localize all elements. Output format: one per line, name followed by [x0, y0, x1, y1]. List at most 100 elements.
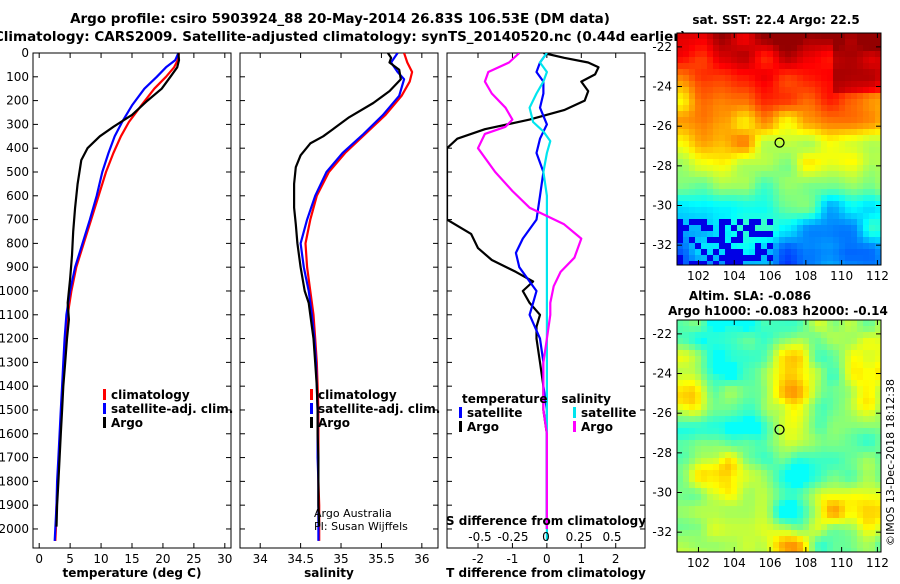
- heatmap-cell: [827, 344, 834, 351]
- heatmap-cell: [719, 117, 726, 124]
- heatmap-cell: [707, 45, 714, 52]
- heatmap-cell: [791, 207, 798, 214]
- heatmap-cell: [731, 249, 738, 256]
- heatmap-cell: [815, 518, 822, 525]
- heatmap-cell: [737, 219, 744, 226]
- heatmap-cell: [827, 392, 834, 399]
- heatmap-cell: [695, 428, 702, 435]
- heatmap-cell: [773, 410, 780, 417]
- heatmap-cell: [725, 231, 732, 238]
- heatmap-cell: [773, 350, 780, 357]
- heatmap-cell: [863, 494, 870, 501]
- heatmap-cell: [689, 458, 696, 465]
- heatmap-cell: [869, 374, 876, 381]
- heatmap-cell: [839, 255, 846, 262]
- heatmap-cell: [833, 458, 840, 465]
- heatmap-cell: [707, 33, 714, 40]
- heatmap-cell: [803, 93, 810, 100]
- heatmap-cell: [851, 512, 858, 519]
- heatmap-cell: [713, 171, 720, 178]
- heatmap-cell: [785, 410, 792, 417]
- heatmap-cell: [719, 338, 726, 345]
- heatmap-cell: [749, 129, 756, 136]
- heatmap-cell: [791, 249, 798, 256]
- heatmap-cell: [839, 99, 846, 106]
- heatmap-cell: [869, 159, 876, 166]
- heatmap-cell: [839, 458, 846, 465]
- heatmap-cell: [761, 231, 768, 238]
- heatmap-cell: [833, 500, 840, 507]
- heatmap-cell: [719, 398, 726, 405]
- heatmap-cell: [767, 75, 774, 82]
- heatmap-cell: [743, 434, 750, 441]
- heatmap-cell: [749, 93, 756, 100]
- heatmap-cell: [875, 434, 881, 441]
- heatmap-cell: [857, 87, 864, 94]
- heatmap-cell: [749, 512, 756, 519]
- heatmap-cell: [719, 410, 726, 417]
- heatmap-cell: [875, 422, 881, 429]
- heatmap-cell: [785, 536, 792, 543]
- heatmap-cell: [827, 123, 834, 130]
- heatmap-cell: [851, 57, 858, 64]
- heatmap-cell: [779, 392, 786, 399]
- heatmap-cell: [749, 135, 756, 142]
- heatmap-cell: [785, 518, 792, 525]
- heatmap-cell: [851, 51, 858, 58]
- heatmap-cell: [803, 428, 810, 435]
- heatmap-cell: [839, 147, 846, 154]
- heatmap-cell: [731, 51, 738, 58]
- heatmap-cell: [749, 320, 756, 327]
- heatmap-cell: [857, 207, 864, 214]
- heatmap-cell: [839, 518, 846, 525]
- heatmap-cell: [833, 237, 840, 244]
- heatmap-cell: [701, 249, 708, 256]
- heatmap-cell: [803, 422, 810, 429]
- heatmap-cell: [749, 440, 756, 447]
- heatmap-cell: [827, 494, 834, 501]
- heatmap-cell: [785, 219, 792, 226]
- heatmap-cell: [725, 135, 732, 142]
- heatmap-cell: [851, 81, 858, 88]
- heatmap-cell: [791, 476, 798, 483]
- heatmap-cell: [743, 494, 750, 501]
- heatmap-cell: [701, 75, 708, 82]
- heatmap-cell: [725, 494, 732, 501]
- heatmap-cell: [815, 368, 822, 375]
- heatmap-cell: [779, 207, 786, 214]
- heatmap-cell: [815, 159, 822, 166]
- heatmap-cell: [821, 99, 828, 106]
- heatmap-cell: [863, 69, 870, 76]
- heatmap-cell: [713, 39, 720, 46]
- heatmap-cell: [731, 368, 738, 375]
- heatmap-cell: [695, 482, 702, 489]
- profile-plots-layer: 0100200300400500600700800900100011001200…: [0, 46, 646, 580]
- heatmap-cell: [839, 488, 846, 495]
- x-tick-label: 108: [794, 556, 817, 570]
- heatmap-cell: [821, 39, 828, 46]
- heatmap-cell: [791, 129, 798, 136]
- heatmap-cell: [689, 464, 696, 471]
- heatmap-cell: [731, 476, 738, 483]
- heatmap-cell: [743, 524, 750, 531]
- heatmap-cell: [791, 153, 798, 160]
- heatmap-cell: [749, 470, 756, 477]
- heatmap-cell: [731, 536, 738, 543]
- heatmap-cell: [875, 171, 881, 178]
- heatmap-cell: [707, 177, 714, 184]
- heatmap-cell: [869, 470, 876, 477]
- heatmap-cell: [851, 195, 858, 202]
- heatmap-cell: [743, 147, 750, 154]
- heatmap-cell: [797, 320, 804, 327]
- heatmap-cell: [755, 542, 762, 549]
- heatmap-cell: [695, 470, 702, 477]
- heatmap-cell: [737, 446, 744, 453]
- heatmap-cell: [755, 141, 762, 148]
- heatmap-cell: [857, 350, 864, 357]
- heatmap-cell: [755, 320, 762, 327]
- heatmap-cell: [875, 482, 881, 489]
- heatmap-cell: [875, 69, 881, 76]
- heatmap-cell: [719, 51, 726, 58]
- heatmap-cell: [851, 177, 858, 184]
- heatmap-cell: [869, 428, 876, 435]
